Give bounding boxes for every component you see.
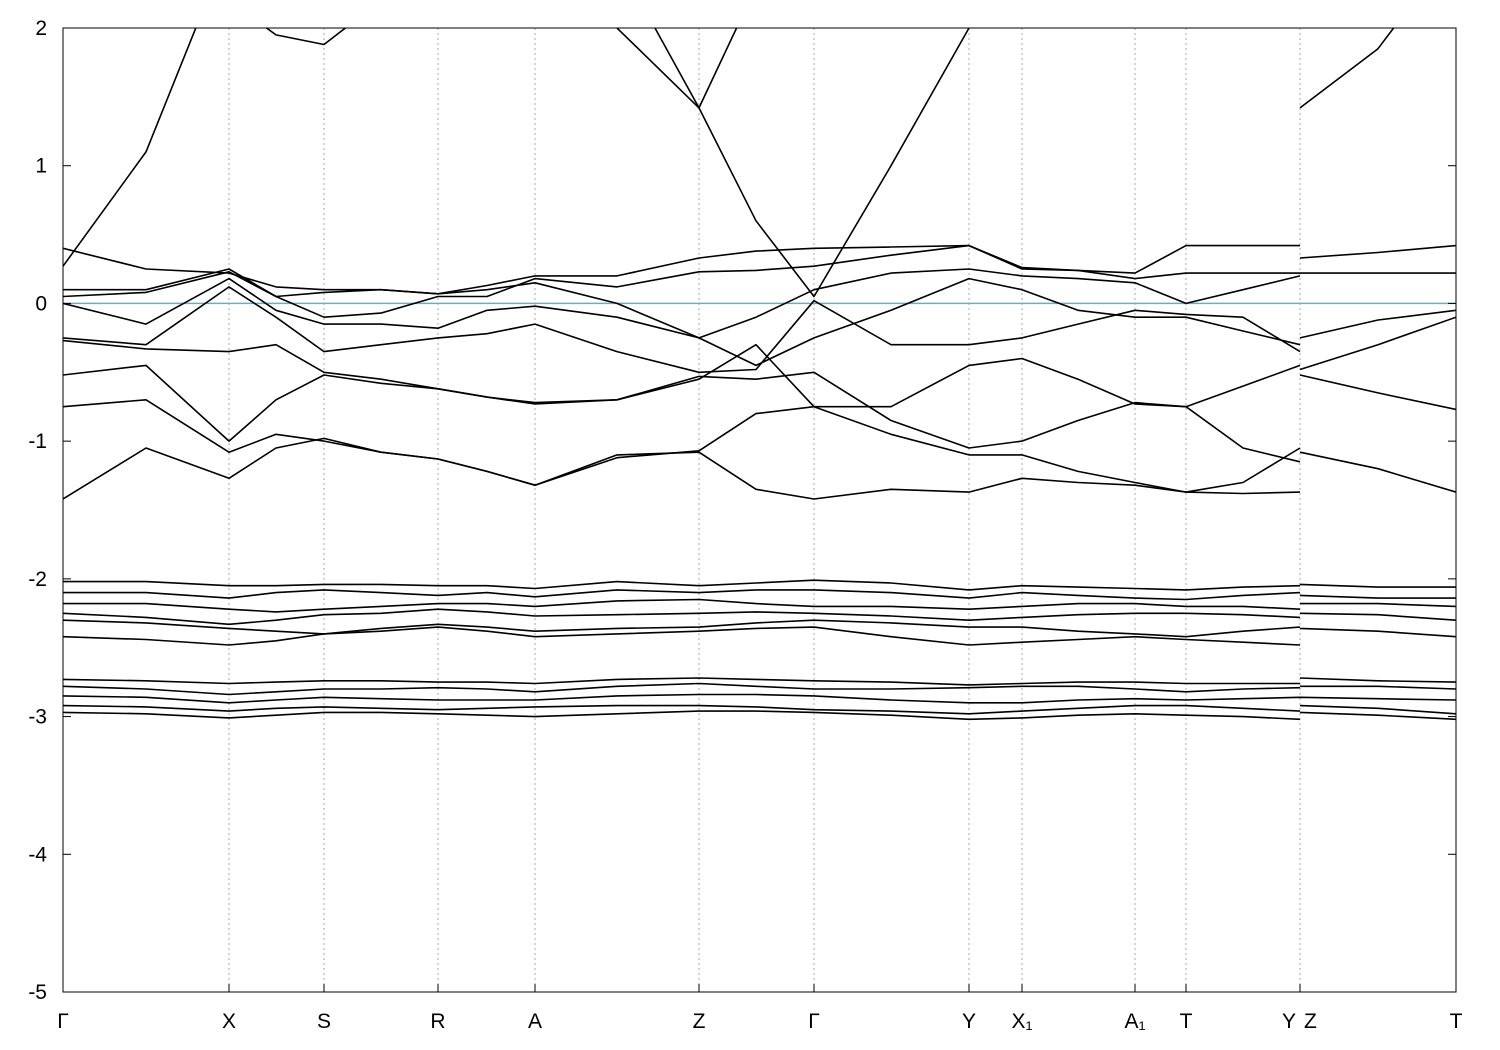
band-line [63,598,1456,613]
x-tick-label: X [222,1010,236,1033]
band-line [63,357,1301,486]
band-line [63,682,1456,696]
x-tick-label: A [528,1010,542,1033]
band-line [63,608,1456,626]
x-tick-label: Y [1282,1010,1296,1033]
x-tick-label: Γ [808,1010,820,1033]
bands [63,28,1456,721]
x-tick-label: Y [962,1010,976,1033]
x-tick-label: X₁ [1011,1010,1032,1033]
grid [62,28,1457,992]
x-tick-label: S [317,1010,331,1033]
band-line [265,28,738,109]
band-line [63,437,1301,500]
band-line [63,339,1456,493]
band-line [63,343,1301,493]
band-line [63,244,1456,295]
y-tick-label: -5 [28,981,47,1004]
x-tick-label: R [430,1010,445,1033]
band-line [63,619,1456,638]
y-tick-label: -2 [28,568,47,591]
y-tick-label: 1 [35,155,47,178]
y-tick-label: -1 [28,430,47,453]
x-tick-label: Γ [57,1010,69,1033]
x-tick-label: Z [693,1010,706,1033]
band-line [63,579,1456,591]
band-line [63,710,1456,721]
band-line [63,277,1456,371]
x-tick-label: T [1180,1010,1193,1033]
band-line [63,626,1301,646]
band-line [63,28,1395,298]
y-tick-label: 2 [35,17,47,40]
y-tick-label: 0 [35,292,47,315]
band-line [63,677,1456,686]
band-line [63,589,1456,601]
x-tick-label: T [1450,1010,1463,1033]
band-line [63,244,1456,318]
x-tick-label: A₁ [1124,1010,1145,1033]
x-tick-label: Z [1304,1010,1317,1033]
band-line [63,286,1456,411]
y-tick-label: -4 [28,843,47,866]
band-line [63,693,1456,704]
y-tick-label: -3 [28,706,47,729]
band-line [63,704,1456,715]
plot-frame [62,27,1457,993]
